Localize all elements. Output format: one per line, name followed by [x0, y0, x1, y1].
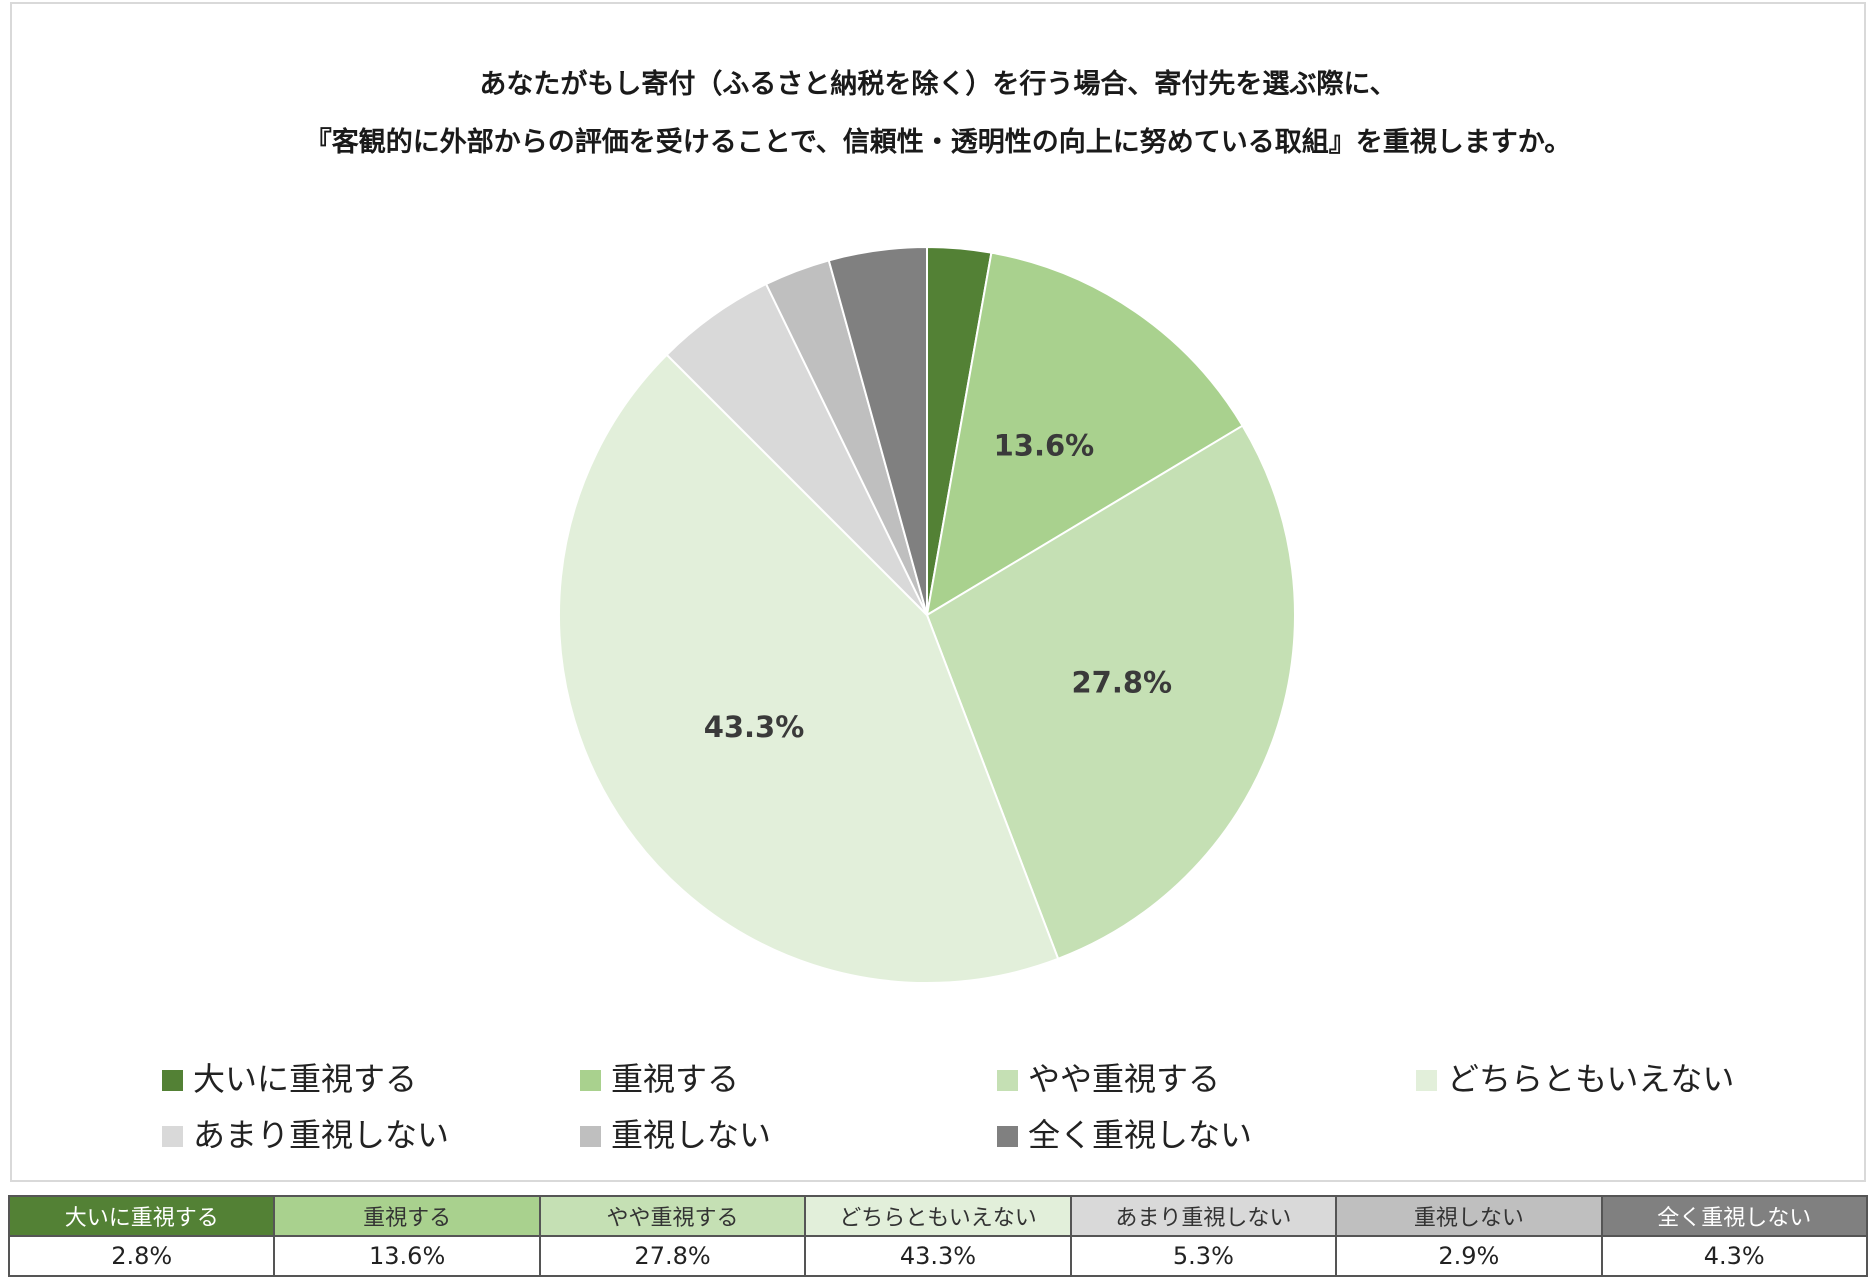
chart-legend: 大いに重視する 重視する やや重視する どちらともいえないあまり重視しない 重視しない 全… [12, 1054, 1864, 1164]
table-value-row: 2.8% 13.6% 27.8% 43.3% 5.3% 2.9% 4.3% [7, 1235, 1869, 1277]
table-header-row: 大いに重視する 重視する やや重視する どちらともいえない あまり重視しない 重視しない全… [7, 1195, 1869, 1237]
pie-slice-7 [827, 245, 928, 616]
legend-item-4: どちらともいえない [1416, 1054, 1734, 1100]
table-header-cell: あまり重視しない [1069, 1195, 1338, 1237]
pie-slice-label-2: 13.6% [994, 428, 1095, 462]
legend-label: 大いに重視する [193, 1060, 418, 1098]
legend-swatch [580, 1069, 601, 1091]
chart-area: あなたがもし寄付（ふるさと納税を除く）を行う場合、寄付先を選ぶ際に、 『客観的に… [10, 2, 1866, 1182]
legend-label: 重視しない [611, 1116, 772, 1154]
chart-title-line2: 『客観的に外部からの評価を受けることで、信頼性・透明性の向上に努めている取組』を… [304, 127, 1572, 158]
table-value-cell: 2.9% [1335, 1235, 1603, 1277]
legend-label: やや重視する [1028, 1060, 1221, 1098]
table-header-cell: 大いに重視する [7, 1195, 276, 1237]
legend-swatch [997, 1069, 1018, 1091]
table-value-cell: 2.8% [7, 1235, 276, 1277]
table-header-cell: どちらともいえない [804, 1195, 1072, 1237]
table-header-cell: やや重視する [538, 1195, 807, 1237]
pie-chart: 13.6% 27.8% 43.3% [558, 245, 1296, 984]
legend-label: 全く重視しない [1028, 1116, 1253, 1154]
legend-swatch [997, 1125, 1018, 1147]
table-value-cell: 5.3% [1069, 1235, 1338, 1277]
table-header-cell: 全く重視しない [1600, 1195, 1869, 1237]
data-table: 大いに重視する 重視する やや重視する どちらともいえない あまり重視しない 重視しない全… [7, 1195, 1869, 1277]
table-value-cell: 27.8% [538, 1235, 807, 1277]
table-header-cell: 重視する [273, 1195, 541, 1237]
legend-item-1: 大いに重視する [162, 1054, 417, 1100]
legend-label: あまり重視しない [193, 1116, 450, 1154]
table-header-cell: 重視しない [1335, 1195, 1603, 1237]
legend-item-5: あまり重視しない [162, 1110, 449, 1156]
pie-slice-label-4: 43.3% [704, 710, 805, 744]
pie-slice-3 [925, 424, 1296, 961]
pie-slice-4 [558, 353, 1060, 984]
legend-swatch [162, 1125, 183, 1147]
legend-item-2: 重視する [580, 1054, 739, 1100]
pie-slice-label-3: 27.8% [1071, 665, 1172, 699]
legend-item-6: 重視しない [580, 1110, 771, 1156]
chart-title-line1: あなたがもし寄付（ふるさと納税を除く）を行う場合、寄付先を選ぶ際に、 [479, 69, 1397, 100]
legend-swatch [1416, 1069, 1437, 1091]
legend-item-3: やや重視する [997, 1054, 1220, 1100]
legend-swatch [580, 1125, 601, 1147]
pie-slice-2 [925, 251, 1244, 617]
legend-label: どちらともいえない [1447, 1060, 1735, 1098]
legend-item-7: 全く重視しない [997, 1110, 1252, 1156]
table-value-cell: 43.3% [804, 1235, 1072, 1277]
legend-label: 重視する [611, 1060, 740, 1098]
table-value-cell: 13.6% [273, 1235, 541, 1277]
legend-swatch [162, 1069, 183, 1091]
table-value-cell: 4.3% [1600, 1235, 1869, 1277]
